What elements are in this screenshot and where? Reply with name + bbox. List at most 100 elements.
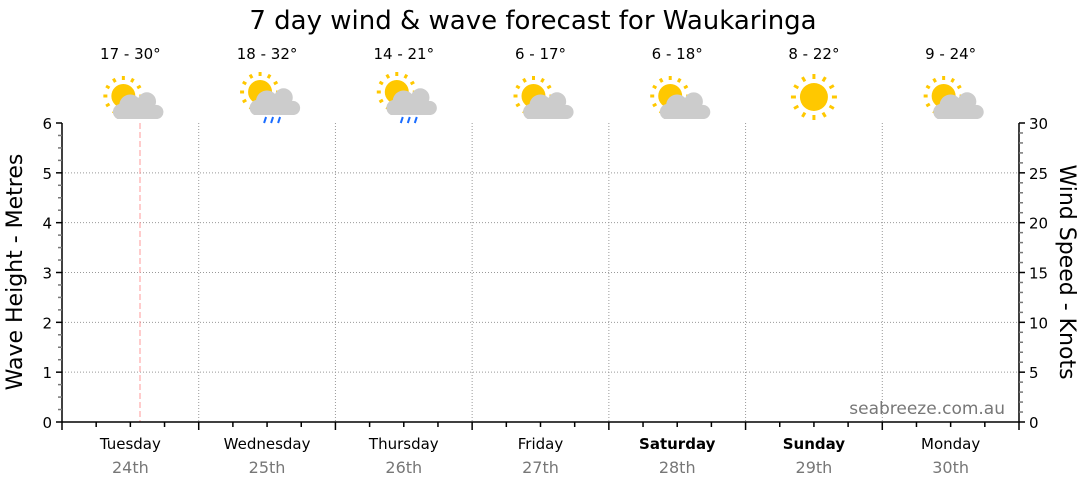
y-right-tick-label: 5 xyxy=(1029,364,1039,382)
y-right-tick-label: 10 xyxy=(1029,314,1048,332)
day-date: 25th xyxy=(249,458,286,477)
day-column: 14 - 21° Thursday 26th xyxy=(368,45,439,477)
day-name: Tuesday xyxy=(99,435,161,453)
sun-ray xyxy=(273,80,279,86)
cloud-shape xyxy=(523,92,574,119)
day-name: Wednesday xyxy=(224,435,311,453)
temperature-range: 8 - 22° xyxy=(788,45,839,63)
sun-ray xyxy=(956,84,962,90)
axes: 0 1 2 3 4 5 6 0 5 10 15 20 25 30 xyxy=(42,115,1048,432)
day-date: 27th xyxy=(522,458,559,477)
sun-ray xyxy=(950,77,955,83)
sun-ray xyxy=(515,84,521,90)
sun-ray xyxy=(522,77,527,83)
day-column: 6 - 17° Friday 27th xyxy=(513,45,574,477)
temperature-range: 6 - 17° xyxy=(515,45,566,63)
sun-ray xyxy=(378,98,384,104)
sun-ray xyxy=(925,84,931,90)
day-name: Monday xyxy=(921,435,980,453)
cloud-shape xyxy=(933,92,984,119)
day-column: 9 - 24° Monday 30th xyxy=(921,45,984,477)
day-date: 30th xyxy=(932,458,969,477)
raindrop xyxy=(277,116,282,124)
day-date: 26th xyxy=(385,458,422,477)
sun-ray xyxy=(683,84,689,90)
temperature-range: 18 - 32° xyxy=(237,45,298,63)
sun-ray xyxy=(403,73,409,79)
day-name: Sunday xyxy=(783,435,846,453)
cloud-shape xyxy=(386,88,437,115)
sun-ray xyxy=(105,84,111,90)
sun-disc xyxy=(799,83,828,111)
y-left-tick-label: 2 xyxy=(42,314,52,332)
grid xyxy=(62,123,1019,422)
cloud-shape xyxy=(249,88,301,115)
partly-cloudy-icon xyxy=(650,76,711,119)
y-right-tick-label: 15 xyxy=(1029,265,1048,283)
sun-ray xyxy=(242,80,247,86)
y-left-tick-label: 4 xyxy=(42,215,52,233)
sun-ray xyxy=(828,104,835,110)
chart-title: 7 day wind & wave forecast for Waukaring… xyxy=(249,6,816,36)
sun-ray xyxy=(793,84,800,90)
raindrop xyxy=(399,116,404,124)
cloud-shape xyxy=(659,92,711,119)
day-date: 28th xyxy=(659,458,696,477)
temperature-range: 17 - 30° xyxy=(100,45,161,63)
day-name: Thursday xyxy=(368,435,439,453)
raindrop xyxy=(263,116,268,124)
sun-ray xyxy=(378,80,384,86)
sun-ray xyxy=(925,102,931,108)
sun-ray xyxy=(266,73,272,79)
y-right-tick-label: 25 xyxy=(1029,165,1048,183)
y-left-tick-label: 0 xyxy=(42,414,52,432)
sun-ray xyxy=(242,98,247,104)
y-left-tick-label: 3 xyxy=(42,265,52,283)
sun-ray xyxy=(821,111,827,118)
y-left-tick-label: 5 xyxy=(42,165,52,183)
day-column: 18 - 32° Wednesday 25th xyxy=(224,45,311,477)
sun-ray xyxy=(652,102,658,108)
y-right-tick-label: 30 xyxy=(1029,115,1048,133)
day-date: 24th xyxy=(112,458,149,477)
partly-cloudy-rain-icon xyxy=(376,72,437,124)
day-columns: 17 - 30° Tuesday 24th 18 - 32° Wednesday 25th… xyxy=(99,45,984,477)
sun-ray xyxy=(136,84,142,90)
sun-ray xyxy=(676,77,682,83)
y-right-tick-label: 20 xyxy=(1029,215,1048,233)
sun-ray xyxy=(793,104,800,110)
sun-ray xyxy=(248,73,254,79)
temperature-range: 6 - 18° xyxy=(652,45,703,63)
sunny-icon xyxy=(790,74,837,120)
y-axis-left-label: Wave Height - Metres xyxy=(3,154,28,391)
partly-cloudy-rain-icon xyxy=(240,72,301,124)
sun-ray xyxy=(540,77,545,83)
raindrop xyxy=(270,116,275,124)
day-name: Friday xyxy=(518,435,564,453)
day-column: 17 - 30° Tuesday 24th xyxy=(99,45,164,477)
temperature-range: 14 - 21° xyxy=(373,45,434,63)
y-right-tick-label: 0 xyxy=(1029,414,1039,432)
sun-ray xyxy=(130,77,135,83)
day-name: Saturday xyxy=(639,435,716,453)
y-left-tick-label: 6 xyxy=(42,115,52,133)
day-date: 29th xyxy=(796,458,833,477)
cloud-shape xyxy=(112,92,164,119)
sun-ray xyxy=(828,84,835,90)
sun-ray xyxy=(821,76,827,83)
sun-ray xyxy=(932,77,937,83)
day-column: 6 - 18° Saturday 28th xyxy=(639,45,716,477)
sun-ray xyxy=(652,84,658,90)
raindrop xyxy=(406,116,411,124)
sun-ray xyxy=(658,77,664,83)
sun-ray xyxy=(801,111,807,118)
y-left-tick-label: 1 xyxy=(42,364,52,382)
sun-ray xyxy=(546,84,552,90)
raindrop xyxy=(413,116,418,124)
y-axis-right-label: Wind Speed - Knots xyxy=(1054,164,1079,379)
temperature-range: 9 - 24° xyxy=(925,45,976,63)
partly-cloudy-icon xyxy=(103,76,164,119)
sun-ray xyxy=(801,76,807,83)
sun-ray xyxy=(385,73,391,79)
partly-cloudy-icon xyxy=(923,76,984,119)
